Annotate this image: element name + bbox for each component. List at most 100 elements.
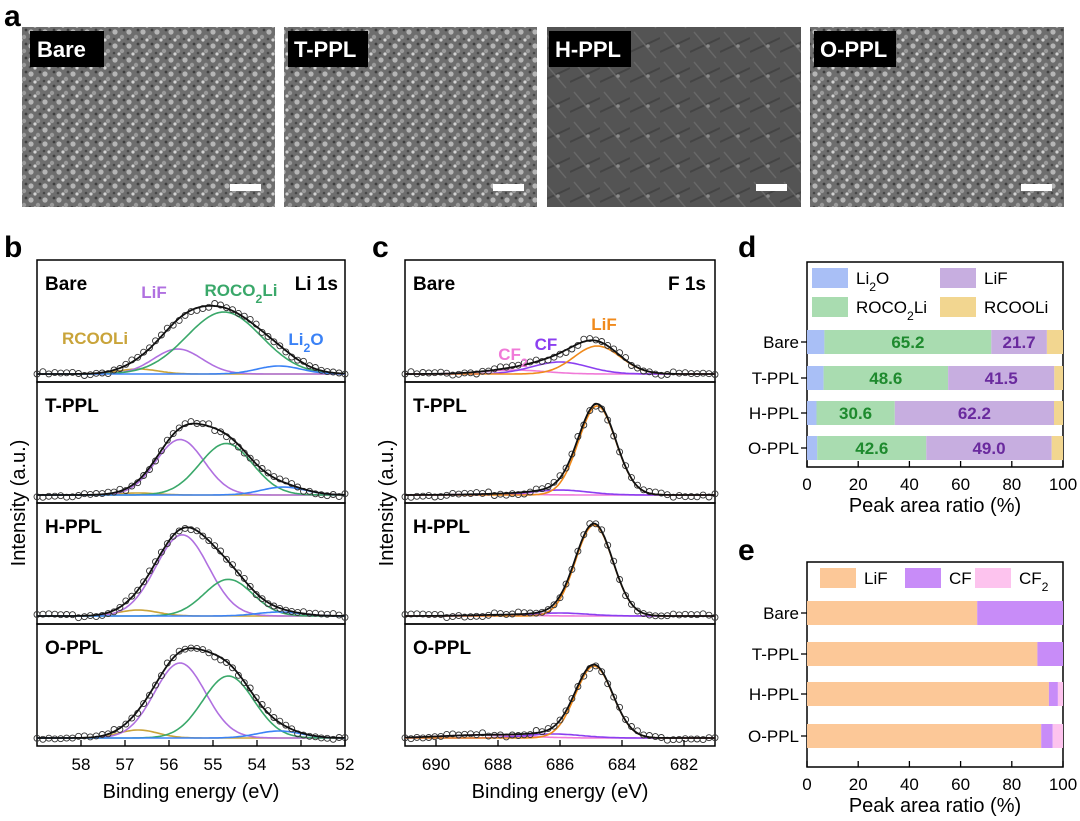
- data-point: [152, 681, 159, 689]
- peak-label: LiF: [141, 283, 167, 302]
- category-label: Bare: [763, 333, 799, 352]
- fit-envelope-curve: [37, 304, 346, 375]
- bar-data-label: 41.5: [985, 369, 1018, 388]
- data-point: [562, 580, 570, 588]
- peak-label: LiF: [591, 315, 617, 334]
- sample-label: T-PPL: [45, 396, 99, 417]
- x-tick-label: 40: [900, 475, 919, 494]
- x-tick-label: 52: [336, 755, 355, 774]
- data-point: [264, 469, 272, 477]
- legend-swatch: [820, 568, 856, 588]
- data-point: [240, 679, 248, 687]
- fit-envelope-curve: [405, 402, 715, 496]
- data-point: [574, 547, 582, 555]
- fit-envelope-curve: [405, 522, 715, 617]
- data-point: [169, 430, 177, 438]
- data-point: [104, 370, 112, 378]
- data-point: [140, 700, 148, 708]
- legend-label: LiF: [864, 569, 888, 588]
- data-point: [157, 672, 165, 680]
- subplot-frame: [36, 623, 346, 747]
- data-point: [157, 548, 165, 556]
- data-point: [335, 493, 343, 501]
- sample-label: Bare: [45, 274, 87, 295]
- bar-segment: [824, 330, 992, 354]
- data-point: [628, 474, 635, 482]
- legend-label: LiF: [984, 269, 1008, 288]
- data-point: [562, 464, 570, 472]
- chart-title: F 1s: [668, 274, 706, 295]
- bar-segment: [807, 724, 1042, 748]
- bar-segment: [807, 436, 818, 460]
- data-point: [675, 611, 683, 619]
- data-point: [604, 341, 612, 349]
- bar-data-label: 48.6: [869, 369, 902, 388]
- data-point: [229, 561, 236, 569]
- bar-segment: [977, 601, 1063, 625]
- data-point: [252, 694, 260, 702]
- fit-envelope-curve: [405, 339, 715, 375]
- peak-label: CF2: [498, 345, 528, 370]
- bar-segment: [1051, 436, 1063, 460]
- bar-segment: [991, 330, 1047, 354]
- bar-segment: [807, 330, 825, 354]
- data-point: [628, 600, 635, 608]
- x-axis-title: Peak area ratio (%): [849, 495, 1021, 517]
- peak-component-curve: [37, 534, 345, 617]
- bar-data-label: 42.6: [855, 439, 888, 458]
- bar-data-label: 65.2: [891, 333, 924, 352]
- bar-segment: [1052, 724, 1063, 748]
- data-point: [234, 671, 242, 679]
- x-tick-label: 56: [160, 755, 179, 774]
- x-tick-label: 690: [422, 755, 450, 774]
- scale-bar: [230, 184, 261, 191]
- data-point: [169, 654, 177, 662]
- data-point: [341, 490, 349, 498]
- data-point: [699, 736, 707, 744]
- sem-label-t-ppl: T-PPL: [294, 37, 356, 62]
- data-point: [217, 301, 225, 309]
- data-point: [146, 691, 153, 699]
- data-point: [687, 735, 695, 743]
- scale-bar: [1021, 184, 1052, 191]
- data-point: [598, 668, 606, 676]
- scale-bar: [493, 184, 524, 191]
- x-tick-label: 60: [951, 475, 970, 494]
- data-point: [711, 490, 719, 498]
- legend-swatch: [812, 297, 848, 317]
- x-tick-label: 80: [1002, 475, 1021, 494]
- data-point: [276, 342, 284, 350]
- data-point: [69, 611, 76, 619]
- data-point: [169, 321, 177, 329]
- panel-letter-c: c: [372, 231, 389, 264]
- chart-f1s-ratio: Bare T-PPL H-PPL O-PPL 0 20 40 60 80 100 Peak area…: [748, 561, 1077, 817]
- x-tick-label: 58: [72, 755, 91, 774]
- sem-image-bare: Bare: [22, 27, 275, 207]
- data-point: [550, 601, 558, 609]
- category-label: T-PPL: [752, 645, 799, 664]
- data-point: [140, 472, 148, 479]
- legend-label: ROCO2Li: [856, 298, 927, 323]
- legend-label: Li2O: [856, 269, 889, 294]
- data-point: [234, 569, 242, 577]
- data-point: [252, 459, 260, 467]
- bar-segment: [948, 366, 1055, 390]
- peak-component-curve: [37, 675, 345, 739]
- bar-segment: [894, 401, 1054, 425]
- bar-segment: [1054, 401, 1063, 425]
- peak-label: ROCO2Li: [205, 281, 278, 306]
- data-point: [157, 447, 165, 455]
- data-point: [205, 537, 213, 545]
- data-point: [264, 333, 272, 340]
- data-point: [229, 664, 236, 672]
- bar-segment: [807, 401, 817, 425]
- data-point: [246, 454, 254, 462]
- data-point: [163, 540, 171, 548]
- x-axis-title: Peak area ratio (%): [849, 795, 1021, 817]
- x-tick-label: 686: [546, 755, 574, 774]
- data-point: [592, 662, 600, 670]
- data-point: [146, 344, 153, 352]
- sample-label: H-PPL: [45, 517, 102, 538]
- data-point: [711, 613, 719, 621]
